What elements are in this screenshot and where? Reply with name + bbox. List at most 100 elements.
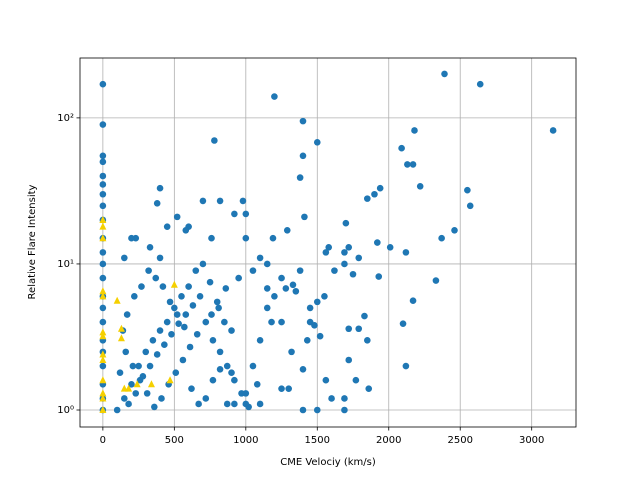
point xyxy=(242,234,250,242)
point xyxy=(196,293,204,300)
point xyxy=(398,144,405,152)
point xyxy=(99,260,107,268)
point xyxy=(313,406,321,414)
point xyxy=(121,395,128,402)
point xyxy=(364,337,371,344)
point xyxy=(376,184,384,192)
point xyxy=(158,395,165,402)
point xyxy=(99,80,107,88)
point xyxy=(432,277,440,284)
point xyxy=(171,304,178,312)
point xyxy=(172,369,180,377)
point xyxy=(256,254,264,262)
point xyxy=(129,362,137,370)
point xyxy=(138,283,145,290)
point xyxy=(99,249,107,256)
point xyxy=(163,223,171,230)
point xyxy=(322,249,330,256)
point xyxy=(156,184,164,192)
point xyxy=(249,362,257,370)
point xyxy=(146,243,154,251)
point xyxy=(149,337,157,344)
point xyxy=(175,320,182,327)
y-axis-label: Relative Flare Intensity xyxy=(27,184,38,299)
point xyxy=(213,298,221,306)
point xyxy=(156,327,164,334)
point xyxy=(202,318,210,326)
point xyxy=(283,226,291,234)
point xyxy=(136,376,144,384)
point xyxy=(99,274,107,282)
point xyxy=(192,267,200,274)
point xyxy=(355,325,363,333)
point xyxy=(99,202,107,210)
point xyxy=(341,249,348,256)
point xyxy=(278,385,285,392)
triangle-point xyxy=(99,394,107,402)
x-tick-label: 3000 xyxy=(519,435,544,446)
point xyxy=(231,376,238,384)
point xyxy=(352,376,360,384)
point xyxy=(549,127,557,134)
point xyxy=(341,260,348,268)
point xyxy=(325,243,333,251)
point xyxy=(182,311,190,318)
point xyxy=(206,278,214,286)
point xyxy=(222,285,230,292)
triangle-point xyxy=(99,287,107,295)
point xyxy=(239,197,247,205)
point xyxy=(189,302,197,309)
point xyxy=(328,395,335,402)
point xyxy=(146,362,154,370)
point xyxy=(199,197,207,205)
triangle-point xyxy=(99,292,107,300)
point xyxy=(185,283,192,290)
point xyxy=(132,390,140,397)
point xyxy=(278,318,285,326)
triangle-point xyxy=(99,350,107,358)
point xyxy=(99,152,107,160)
x-tick-label: 1500 xyxy=(305,435,330,446)
point xyxy=(288,348,295,356)
y-tick-label: 10⁰ xyxy=(57,405,74,416)
x-tick-label: 500 xyxy=(165,435,184,446)
point xyxy=(411,127,418,134)
point xyxy=(208,311,215,318)
point xyxy=(113,406,121,414)
point xyxy=(269,234,277,242)
triangle-point xyxy=(99,328,107,336)
point xyxy=(188,385,195,392)
point xyxy=(296,267,304,274)
point xyxy=(316,332,324,340)
point xyxy=(231,210,238,218)
point xyxy=(386,243,394,251)
point xyxy=(464,186,471,194)
point xyxy=(375,273,383,280)
point xyxy=(374,239,381,246)
triangle-point xyxy=(117,324,125,332)
point xyxy=(163,318,171,326)
plot-frame xyxy=(79,57,577,428)
point xyxy=(228,369,235,377)
point xyxy=(142,348,150,356)
point xyxy=(299,365,307,373)
point xyxy=(195,400,202,408)
point xyxy=(242,210,250,218)
point xyxy=(135,362,142,370)
point xyxy=(209,337,217,344)
point xyxy=(349,270,357,278)
point xyxy=(282,285,290,292)
point xyxy=(301,213,308,221)
point xyxy=(216,197,224,205)
point xyxy=(285,385,292,392)
point xyxy=(221,318,228,326)
point xyxy=(271,293,278,300)
point xyxy=(123,311,131,318)
point xyxy=(341,395,348,402)
point xyxy=(168,330,175,338)
point xyxy=(342,219,350,227)
point xyxy=(235,274,242,282)
point xyxy=(365,385,373,392)
x-tick-label: 0 xyxy=(100,435,106,446)
